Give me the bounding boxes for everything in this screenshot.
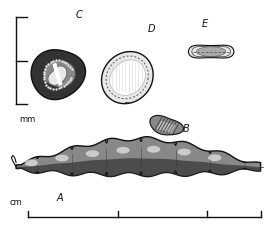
- Polygon shape: [31, 50, 86, 100]
- Text: A: A: [57, 193, 63, 203]
- Text: cm: cm: [10, 198, 22, 207]
- Polygon shape: [44, 61, 75, 87]
- Polygon shape: [116, 147, 130, 154]
- Polygon shape: [48, 66, 67, 85]
- Polygon shape: [52, 63, 63, 86]
- Polygon shape: [196, 47, 226, 56]
- Polygon shape: [16, 158, 261, 177]
- Polygon shape: [188, 45, 234, 58]
- Polygon shape: [110, 60, 146, 95]
- Polygon shape: [55, 155, 69, 161]
- Polygon shape: [25, 159, 38, 166]
- Polygon shape: [86, 150, 99, 157]
- Text: D: D: [147, 24, 155, 34]
- Polygon shape: [102, 52, 153, 104]
- Polygon shape: [150, 116, 184, 135]
- Polygon shape: [147, 146, 160, 153]
- Text: mm: mm: [19, 116, 35, 125]
- Text: E: E: [201, 19, 208, 29]
- Text: C: C: [76, 10, 82, 20]
- Polygon shape: [208, 154, 221, 161]
- Polygon shape: [178, 149, 191, 155]
- Polygon shape: [16, 137, 261, 177]
- Text: B: B: [183, 124, 189, 134]
